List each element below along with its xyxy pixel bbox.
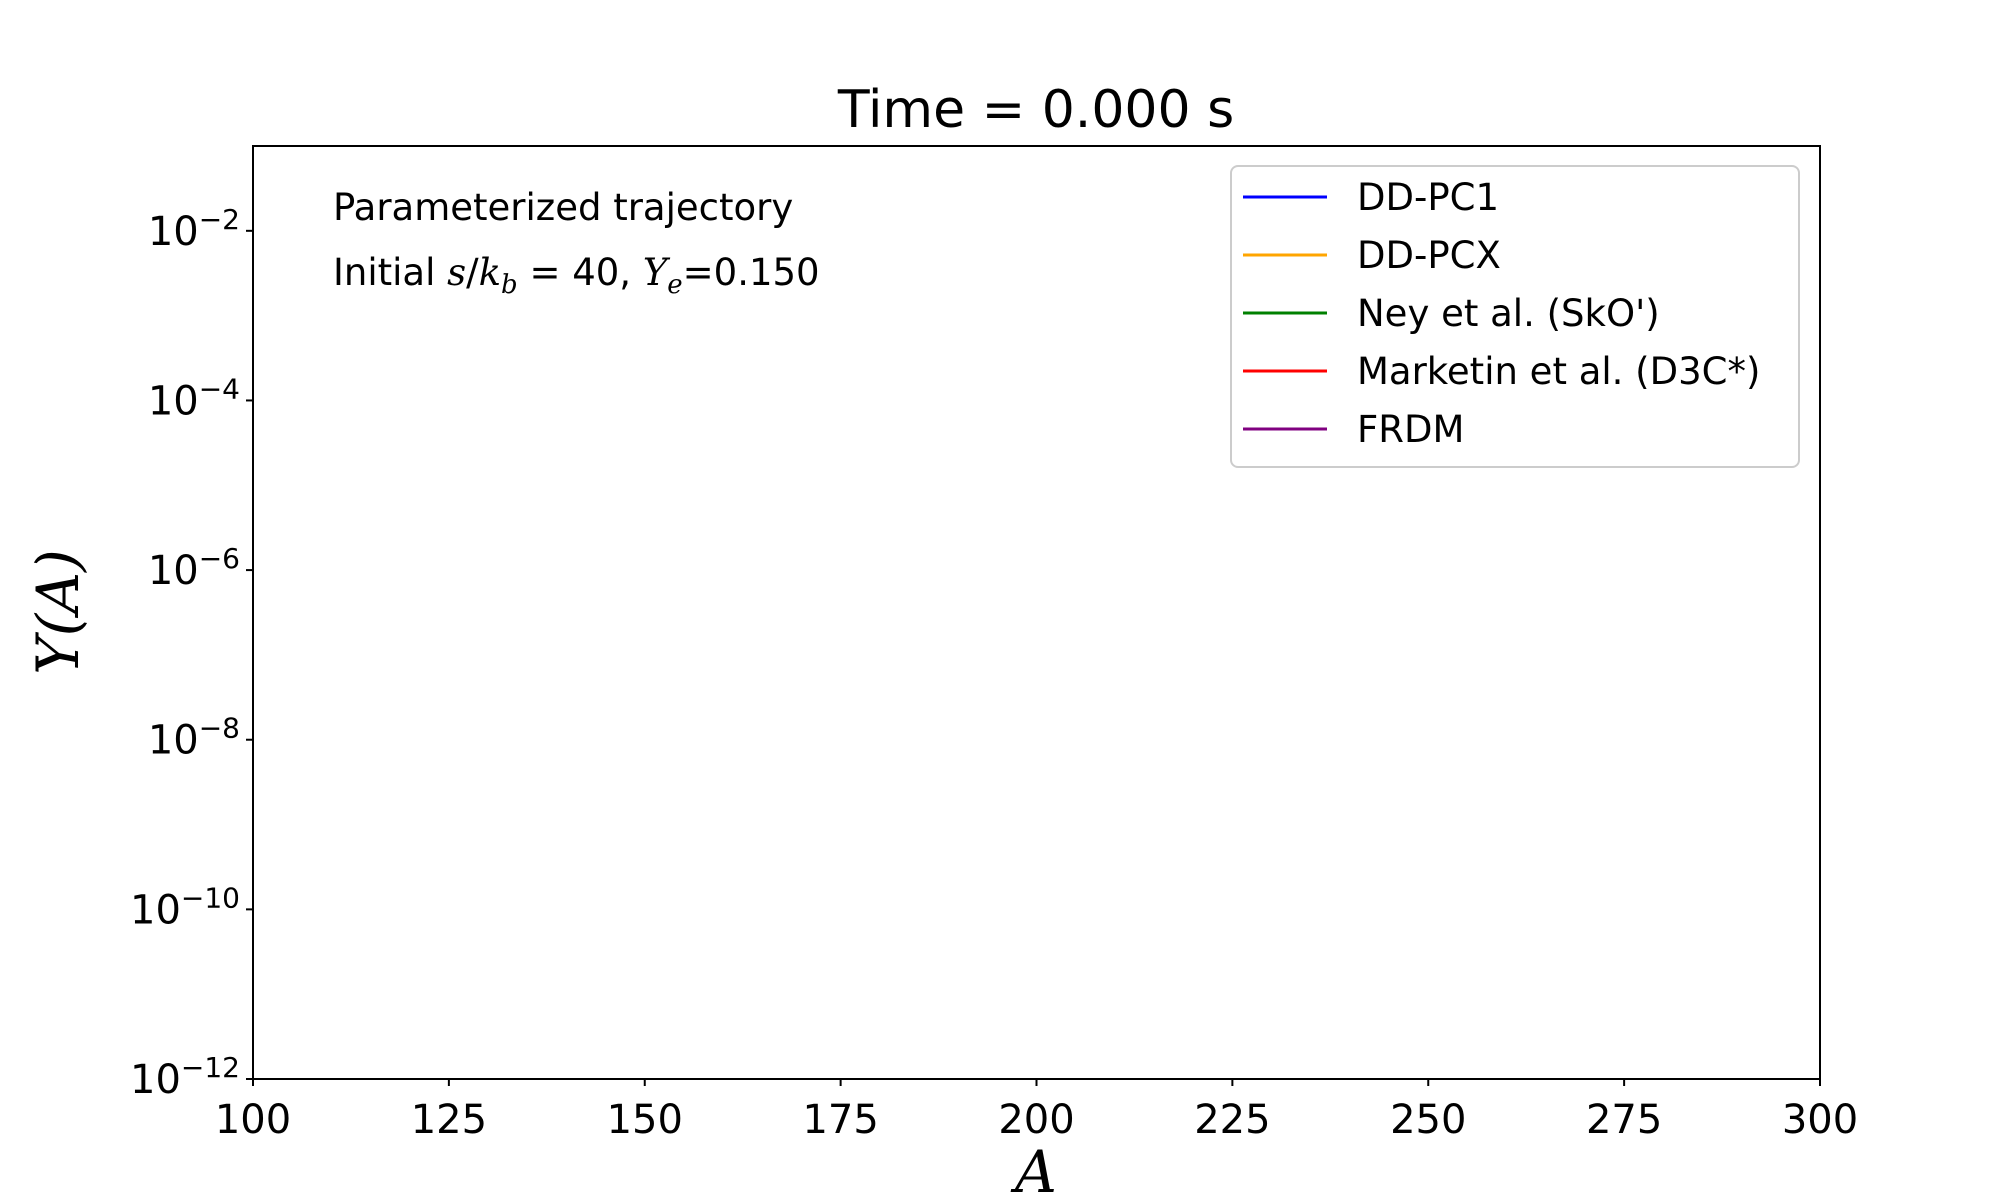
x-tick-label: 250: [1390, 1097, 1466, 1143]
legend-label: DD-PC1: [1357, 176, 1499, 219]
x-axis-label: A: [1010, 1138, 1057, 1200]
x-tick-label: 175: [802, 1097, 878, 1143]
annotation: Parameterized trajectory Initial s/kb = …: [333, 186, 820, 300]
y-tick-label: 10−12: [130, 1051, 240, 1103]
x-tick-label: 200: [998, 1097, 1074, 1143]
x-tick-label: 275: [1586, 1097, 1662, 1143]
y-axis-ticks: 10−2 10−4 10−6 10−8 10−10 10−12: [130, 203, 253, 1103]
annotation-line-1: Parameterized trajectory: [333, 186, 793, 229]
annotation-line-2: Initial s/kb = 40, Ye=0.150: [333, 251, 820, 300]
legend-label: Marketin et al. (D3C*): [1357, 350, 1760, 393]
chart-title: Time = 0.000 s: [837, 80, 1234, 140]
legend-frame: [1230, 165, 1800, 468]
x-tick-label: 125: [411, 1097, 487, 1143]
y-tick-label: 10−4: [148, 372, 240, 424]
legend-label: Ney et al. (SkO'): [1357, 292, 1660, 335]
legend: DD-PC1 DD-PCX Ney et al. (SkO') Marketin et…: [1230, 165, 1800, 468]
x-tick-label: 225: [1194, 1097, 1270, 1143]
y-tick-label: 10−10: [130, 881, 240, 933]
y-tick-label: 10−2: [148, 203, 240, 255]
y-tick-label: 10−8: [148, 712, 240, 764]
x-tick-label: 150: [607, 1097, 683, 1143]
y-axis-label: Y(A): [24, 549, 92, 674]
legend-label: DD-PCX: [1357, 234, 1501, 277]
x-tick-label: 300: [1782, 1097, 1858, 1143]
x-tick-label: 100: [215, 1097, 291, 1143]
legend-label: FRDM: [1357, 408, 1464, 451]
y-tick-label: 10−6: [148, 542, 240, 594]
x-axis-ticks: 100 125 150 175 200 225 250 275 300: [215, 1079, 1858, 1143]
